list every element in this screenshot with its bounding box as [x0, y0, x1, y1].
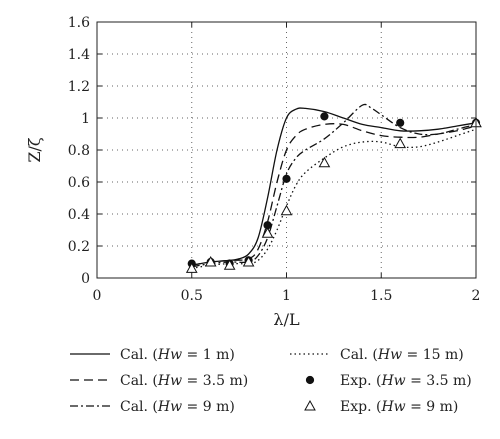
legend-label-prefix: Cal. ( [120, 373, 158, 389]
legend: Cal. (Hw = 1 m)Cal. (Hw = 3.5 m)Cal. (Hw… [70, 347, 472, 415]
data-point [280, 204, 293, 216]
data-point [261, 227, 274, 238]
legend-label-suffix: = 3.5 m) [182, 373, 248, 389]
series-line-3 [191, 128, 477, 270]
x-tick-label: 0 [93, 288, 102, 304]
legend-label: Exp. (Hw = 3.5 m) [340, 373, 472, 389]
data-point [318, 156, 331, 168]
series-2 [191, 103, 477, 268]
series-5 [185, 116, 482, 273]
data-point [282, 174, 291, 183]
series-line-0 [191, 107, 477, 266]
x-axis-label: λ/L [273, 310, 300, 329]
x-tick-label: 1 [282, 288, 291, 304]
series-3 [191, 128, 477, 270]
legend-label-suffix: = 15 m) [402, 347, 464, 363]
x-tick-label: 2 [472, 288, 481, 304]
data-point [396, 118, 405, 127]
x-tick-label: 1.5 [370, 288, 392, 304]
y-tick-label: 1.4 [68, 47, 90, 63]
legend-item-4: Exp. (Hw = 3.5 m) [305, 373, 472, 389]
legend-item-2: Cal. (Hw = 9 m) [70, 399, 235, 415]
data-point [242, 255, 255, 267]
grid-lines [97, 22, 476, 278]
y-tick-label: 1 [81, 111, 90, 127]
legend-label: Cal. (Hw = 1 m) [120, 347, 235, 363]
legend-label-suffix: = 9 m) [182, 399, 235, 415]
y-tick-label: 1.2 [68, 79, 90, 95]
y-tick-label: 0.8 [68, 143, 90, 159]
tick-marks [96, 21, 477, 279]
legend-item-5: Exp. (Hw = 9 m) [304, 399, 458, 415]
legend-label-prefix: Cal. ( [120, 347, 158, 363]
legend-label-suffix: = 1 m) [182, 347, 235, 363]
legend-label: Exp. (Hw = 9 m) [340, 399, 458, 415]
series-0 [191, 107, 477, 266]
legend-label-suffix: = 9 m) [406, 399, 459, 415]
legend-label-suffix: = 3.5 m) [406, 373, 472, 389]
data-point [320, 112, 329, 121]
legend-label-variable: Hw [380, 399, 405, 415]
series-4 [187, 112, 481, 268]
y-tick-label: 0.2 [68, 239, 90, 255]
legend-label-variable: Hw [157, 399, 182, 415]
legend-item-1: Cal. (Hw = 3.5 m) [70, 373, 248, 389]
y-tick-label: 1.6 [68, 15, 90, 31]
legend-label: Cal. (Hw = 3.5 m) [120, 373, 248, 389]
legend-label-prefix: Exp. ( [340, 373, 381, 389]
legend-marker [305, 375, 315, 385]
series-layer [185, 103, 482, 273]
legend-label: Cal. (Hw = 15 m) [340, 347, 464, 363]
y-axis-label: Z/ζ [25, 137, 44, 163]
series-1 [191, 123, 477, 266]
data-point [204, 255, 217, 267]
legend-label-variable: Hw [157, 347, 182, 363]
series-line-1 [191, 123, 477, 266]
y-tick-label: 0 [81, 271, 90, 287]
x-tick-label: 0.5 [181, 288, 203, 304]
legend-item-0: Cal. (Hw = 1 m) [70, 347, 235, 363]
y-tick-label: 0.4 [68, 207, 90, 223]
legend-label-prefix: Exp. ( [340, 399, 381, 415]
legend-label-variable: Hw [157, 373, 182, 389]
legend-label-prefix: Cal. ( [120, 399, 158, 415]
y-tick-label: 0.6 [68, 175, 90, 191]
legend-label-prefix: Cal. ( [340, 347, 378, 363]
legend-label-variable: Hw [380, 373, 405, 389]
data-point [185, 262, 198, 273]
legend-item-3: Cal. (Hw = 15 m) [290, 347, 464, 363]
legend-label-variable: Hw [377, 347, 402, 363]
data-point [394, 137, 407, 149]
legend-marker [304, 399, 316, 411]
data-point [223, 259, 236, 270]
series-line-2 [191, 103, 477, 268]
tick-labels: 0 0.5 1 1.5 2 0 0.2 0.4 0.6 0.8 1 1.2 1.4 1.6 [68, 15, 481, 304]
legend-label: Cal. (Hw = 9 m) [120, 399, 235, 415]
